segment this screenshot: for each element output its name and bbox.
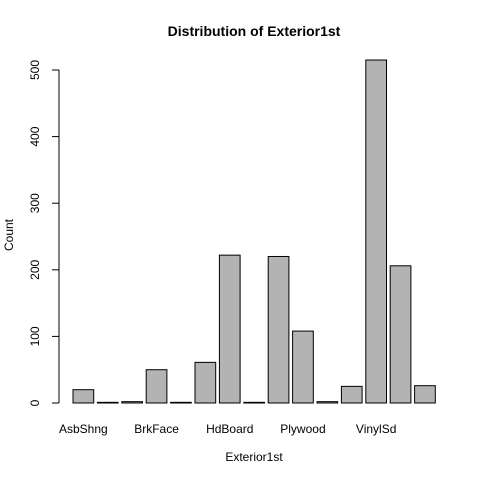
x-axis-label: Exterior1st (225, 450, 283, 464)
chart-title: Distribution of Exterior1st (168, 23, 341, 39)
y-tick-label: 100 (28, 326, 42, 346)
y-tick-label: 300 (28, 193, 42, 213)
bar-imstucc (243, 401, 266, 404)
bar-wd-sdng (389, 265, 412, 404)
x-tick-label: VinylSd (356, 422, 396, 436)
y-axis: 0 100 200 300 400 500 (28, 60, 60, 406)
bar-cemntbd (194, 361, 217, 404)
bar-cblock (170, 401, 192, 404)
x-tick-label: HdBoard (206, 422, 253, 436)
bar-asphshn (96, 401, 119, 404)
y-tick-label: 0 (28, 399, 42, 406)
bar-brkface (145, 369, 168, 404)
bar-metalsd (267, 255, 290, 404)
x-tick-labels: AsbShng BrkFace HdBoard Plywood VinylSd (59, 422, 396, 436)
y-tick-label: 500 (28, 60, 42, 80)
y-tick-label: 200 (28, 259, 42, 279)
bar-wdshing (414, 385, 436, 404)
bars (72, 59, 436, 404)
bar-stone (316, 401, 339, 404)
bar-hdboard (218, 254, 241, 404)
y-axis-label: Count (2, 218, 16, 251)
x-tick-label: Plywood (280, 422, 325, 436)
bar-vinylsd (365, 59, 387, 404)
bar-asbshng (72, 389, 95, 404)
x-tick-label: AsbShng (59, 422, 108, 436)
bar-plywood (292, 330, 314, 404)
bar-stucco (340, 385, 363, 404)
x-tick-label: BrkFace (134, 422, 179, 436)
y-tick-label: 400 (28, 126, 42, 146)
bar-brkcomm (121, 401, 144, 404)
